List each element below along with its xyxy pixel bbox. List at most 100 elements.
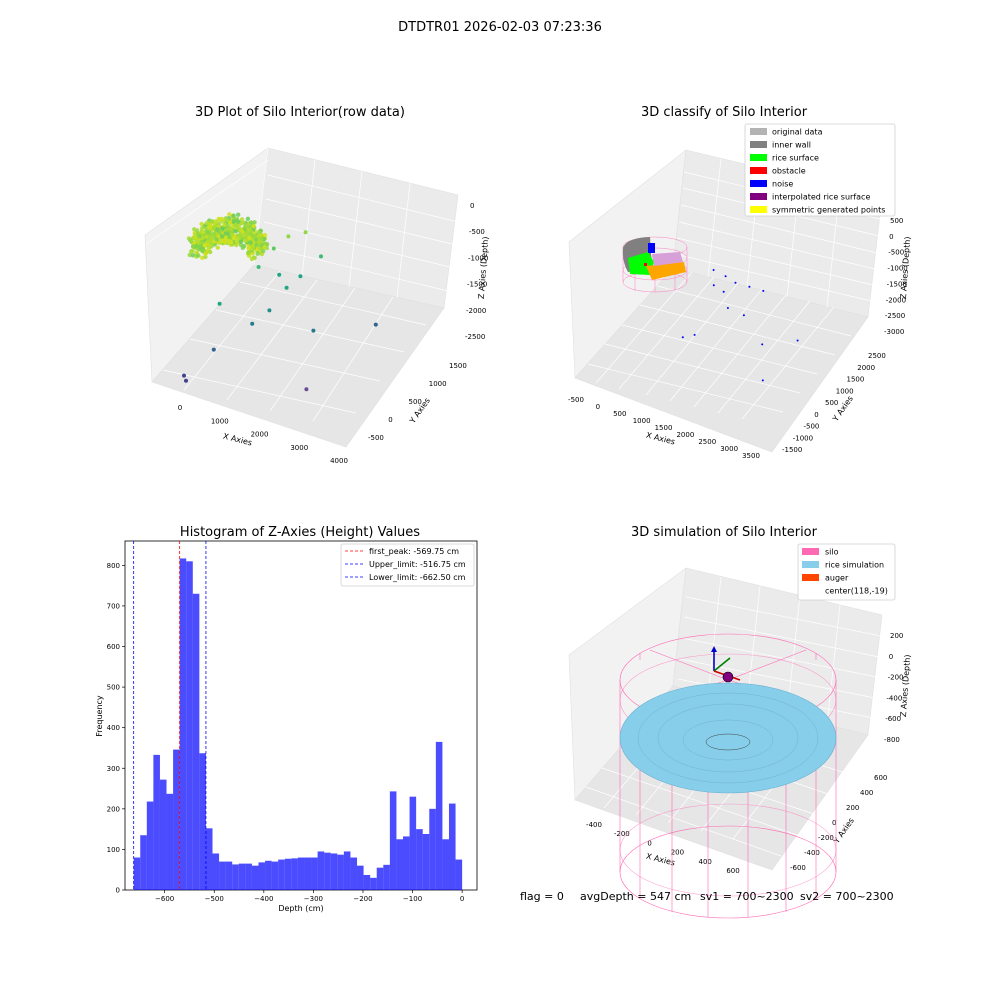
pane-floor — [574, 267, 869, 453]
cloud-point — [189, 249, 194, 254]
noise-point — [742, 314, 745, 317]
cloud-point — [214, 237, 219, 242]
data-point — [211, 347, 216, 352]
panel-histogram: Histogram of Z-Axies (Height) Values −60… — [95, 525, 478, 913]
cloud-point — [245, 216, 251, 221]
x-tick-label: 2000 — [676, 431, 694, 439]
x-tick-label: 2000 — [251, 431, 269, 439]
cloud-point — [200, 248, 205, 253]
noise-point — [761, 343, 764, 346]
histogram-bar — [192, 593, 200, 890]
histogram-bar — [146, 801, 154, 890]
histogram-bars — [133, 558, 463, 890]
legend-swatch — [750, 128, 767, 135]
data-point — [373, 322, 378, 327]
legend-label: original data — [772, 128, 823, 137]
cloud-point — [243, 224, 248, 229]
y-tick-label: 1500 — [847, 376, 865, 384]
x-tick-label: 1000 — [211, 417, 229, 425]
histogram-bar — [435, 741, 443, 890]
histogram-bar — [455, 859, 463, 890]
cloud-point — [239, 228, 244, 233]
y-tick-label: 400 — [860, 789, 873, 797]
cloud-point — [252, 234, 257, 239]
noise-points — [681, 269, 799, 382]
legend: first_peak: -569.75 cm Upper_limit: -516.… — [340, 543, 475, 587]
noise-point — [726, 307, 729, 309]
histogram-bar — [232, 864, 239, 890]
grid-lines — [145, 147, 459, 422]
y-tick-label: 2500 — [868, 352, 886, 360]
chart-title: 3D Plot of Silo Interior(row data) — [195, 105, 405, 120]
cloud-point — [208, 233, 213, 238]
cloud-point — [190, 244, 196, 249]
cloud-point — [192, 235, 197, 240]
x-axis-label: Depth (cm) — [278, 904, 323, 913]
z-tick-label: -1000 — [887, 265, 907, 273]
cloud-point — [226, 224, 232, 230]
z-tick-label: -1500 — [887, 280, 907, 288]
cloud-point — [264, 245, 270, 251]
cloud-point — [242, 238, 248, 243]
legend-swatch — [750, 154, 767, 161]
y-tick-label: 2000 — [857, 364, 875, 372]
histogram-bar — [409, 796, 417, 890]
histogram-bar — [186, 561, 193, 890]
cloud-point — [231, 219, 236, 224]
noise-point — [762, 289, 765, 292]
histogram-bar — [166, 793, 174, 890]
panel-classify-3d: 3D classify of Silo Interior -500 0 500 100… — [568, 105, 912, 460]
legend: silo rice simulation auger center(118,-19) — [797, 543, 896, 601]
cloud-point — [200, 230, 206, 235]
data-points — [182, 230, 378, 392]
histogram-bar — [219, 861, 226, 890]
histogram-bar — [245, 863, 252, 890]
legend-swatch — [750, 180, 767, 187]
data-point — [271, 246, 276, 251]
z-tick-label: -400 — [886, 694, 902, 702]
histogram-bar — [159, 779, 167, 890]
cloud-point — [241, 232, 247, 238]
cloud-point — [240, 245, 245, 250]
x-tick-label: −600 — [155, 895, 174, 903]
rice-surface-mesh — [637, 692, 819, 784]
histogram-bar — [212, 853, 220, 890]
panel-simulation-3d: 3D simulation of Silo Interior -400 -200 0… — [568, 525, 912, 919]
legend-label: obstacle — [772, 167, 806, 176]
histogram-bar — [330, 853, 338, 890]
legend-label: symmetric generated points — [772, 206, 885, 215]
histogram-bar — [251, 865, 259, 890]
legend-swatch — [750, 141, 767, 148]
data-point — [182, 373, 186, 378]
data-point — [184, 378, 188, 383]
legend-label: auger — [825, 574, 849, 583]
z-tick-label: 0 — [889, 233, 893, 241]
auger — [722, 671, 734, 683]
cloud-point — [245, 227, 251, 232]
z-tick-label: 500 — [890, 217, 903, 225]
histogram-bar — [324, 852, 331, 890]
data-point — [303, 230, 308, 235]
x-tick-label: 200 — [671, 849, 684, 857]
cloud-point — [195, 238, 200, 244]
avg-depth-value: avgDepth = 547 cm — [580, 890, 691, 903]
y-tick-label: 1500 — [449, 362, 467, 370]
z-tick-label: -1000 — [468, 254, 488, 262]
x-tick-label: -500 — [568, 396, 584, 404]
cloud-point — [233, 223, 239, 228]
x-tick-label: −500 — [205, 895, 224, 903]
cloud-point — [207, 225, 212, 230]
z-axis-label: Z Axies (Depth) — [899, 236, 912, 299]
cloud-point — [199, 221, 204, 227]
symmetric-points-region — [646, 262, 686, 280]
histogram-bar — [429, 808, 436, 890]
data-point — [304, 387, 309, 392]
cloud-point — [190, 253, 196, 258]
histogram-bar — [205, 828, 213, 890]
cloud-point — [252, 220, 257, 225]
z-tick-label: -1500 — [467, 281, 487, 289]
x-tick-label: 1500 — [655, 424, 673, 432]
histogram-bar — [357, 865, 364, 890]
histogram-bar — [389, 791, 397, 890]
